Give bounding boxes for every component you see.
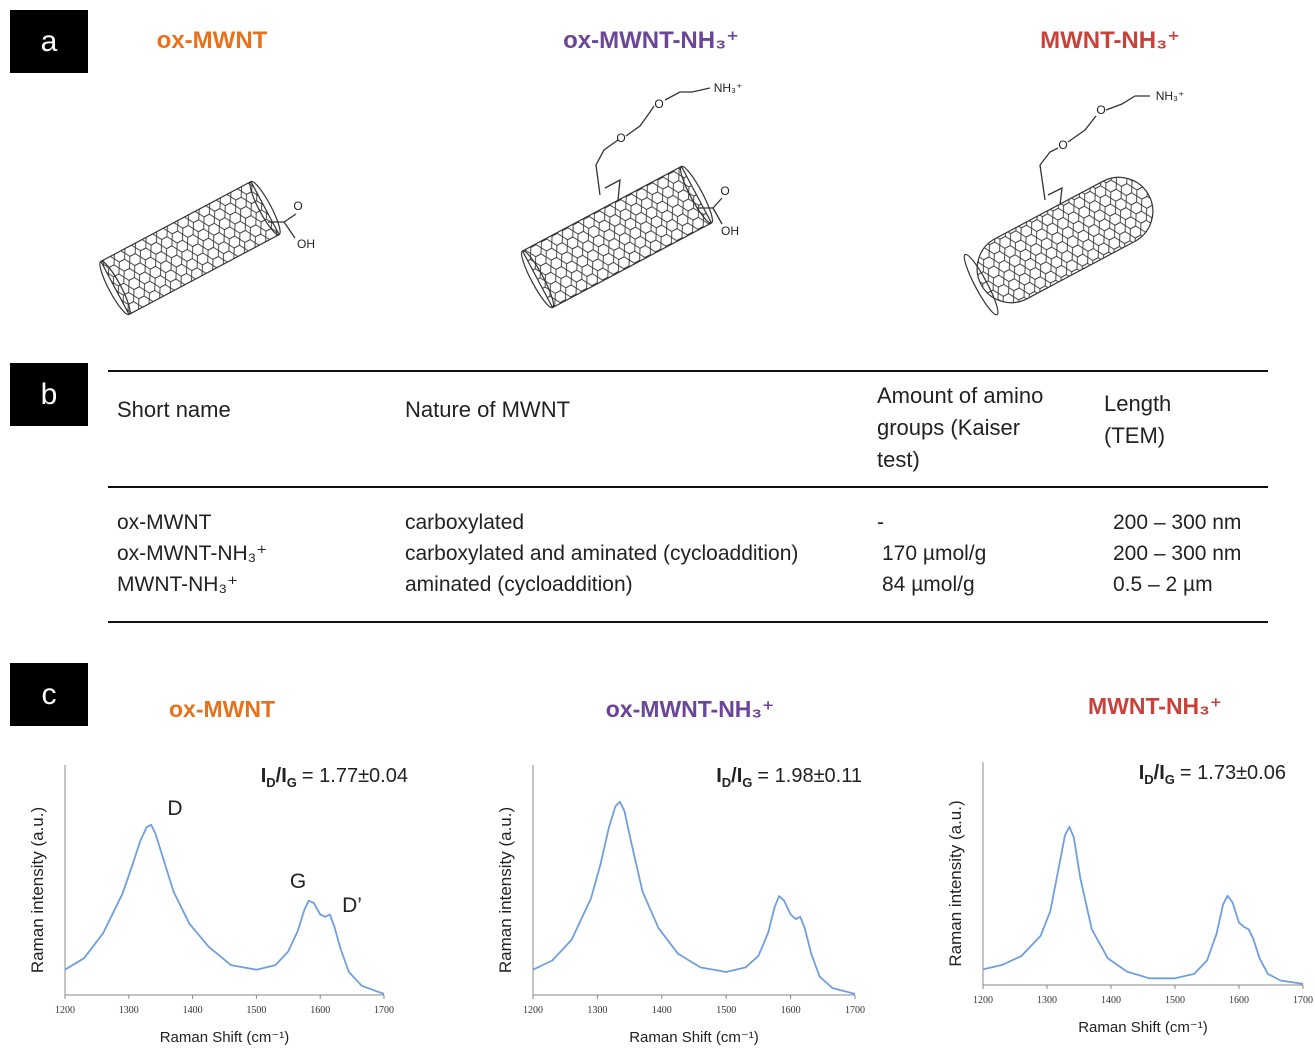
x-axis-label: Raman Shift (cm⁻¹) xyxy=(160,1029,290,1046)
x-tick-label: 1700 xyxy=(374,1005,394,1016)
nanotube-body xyxy=(965,165,1165,314)
panel-label: c xyxy=(42,678,57,711)
x-axis-label: Raman Shift (cm⁻¹) xyxy=(629,1029,759,1046)
table-cell: ox-MWNT xyxy=(117,508,211,538)
table-rule xyxy=(108,486,1268,488)
bond xyxy=(626,106,654,136)
x-tick-label: 1300 xyxy=(119,1005,139,1016)
x-tick-label: 1400 xyxy=(652,1005,672,1016)
table-cell: - xyxy=(877,508,884,538)
peak-label: D xyxy=(167,797,182,820)
table-cell: 0.5 – 2 µm xyxy=(1113,570,1213,600)
ratio-part: G xyxy=(742,775,752,790)
x-tick-label: 1700 xyxy=(1293,995,1313,1006)
spectrum-line xyxy=(533,802,855,994)
x-tick-label: 1500 xyxy=(716,1005,736,1016)
nanotube-body xyxy=(101,182,279,315)
x-tick-label: 1600 xyxy=(310,1005,330,1016)
chart-title: ox-MWNT xyxy=(169,696,275,722)
bond xyxy=(713,208,722,224)
x-tick-label: 1200 xyxy=(973,995,993,1006)
ratio-part: G xyxy=(287,775,297,790)
table-header: Amount of amino groups (Kaiser test) xyxy=(877,380,1047,476)
ratio-annotation: ID/IG= 1.77±0.04 xyxy=(261,765,408,790)
bond xyxy=(284,222,295,238)
structure-title: ox-MWNT-NH₃⁺ xyxy=(563,27,739,54)
figure: abcox-MWNTox-MWNT-NH₃⁺MWNT-NH₃⁺OOHOONH₃⁺… xyxy=(0,0,1315,1050)
table-cell: ox-MWNT-NH₃⁺ xyxy=(117,539,267,569)
y-axis-label: Raman intensity (a.u.) xyxy=(496,807,515,973)
table-cell: carboxylated xyxy=(405,508,524,538)
atom-label: O xyxy=(654,97,663,111)
nanotube-body xyxy=(523,166,712,307)
chart-title: ox-MWNT-NH₃⁺ xyxy=(606,696,774,722)
table-cell: MWNT-NH₃⁺ xyxy=(117,570,238,600)
ratio-annotation: ID/IG= 1.73±0.06 xyxy=(1139,762,1286,787)
x-tick-label: 1600 xyxy=(1229,995,1249,1006)
atom-label: O xyxy=(616,131,625,145)
atom-label: OH xyxy=(721,224,739,238)
bond xyxy=(1068,116,1096,142)
peak-label: D’ xyxy=(342,894,362,917)
table-cell: 170 µmol/g xyxy=(882,539,986,569)
table-cell: 84 µmol/g xyxy=(882,570,975,600)
y-axis-label: Raman intensity (a.u.) xyxy=(28,807,47,973)
atom-label: O xyxy=(720,184,729,198)
ratio-part: G xyxy=(1165,772,1175,787)
table-cell: aminated (cycloaddition) xyxy=(405,570,633,600)
x-tick-label: 1500 xyxy=(1165,995,1185,1006)
x-tick-label: 1700 xyxy=(845,1005,865,1016)
ratio-part: = 1.77±0.04 xyxy=(302,765,408,787)
nanotube xyxy=(517,164,717,311)
x-tick-label: 1400 xyxy=(1101,995,1121,1006)
atom-label: O xyxy=(293,199,302,213)
x-tick-label: 1500 xyxy=(246,1005,266,1016)
x-tick-label: 1300 xyxy=(1037,995,1057,1006)
peak-label: G xyxy=(290,870,306,893)
ratio-part: /I xyxy=(731,765,742,787)
table-header: Nature of MWNT xyxy=(405,394,570,426)
bond xyxy=(1048,188,1062,205)
y-axis-label: Raman intensity (a.u.) xyxy=(946,800,965,966)
table-rule xyxy=(108,621,1268,623)
panel-label: a xyxy=(41,25,58,58)
atom-label: NH₃⁺ xyxy=(714,81,743,95)
table-header: Short name xyxy=(117,394,231,426)
spectrum-line xyxy=(983,827,1303,984)
atom-label: NH₃⁺ xyxy=(1156,89,1185,103)
atom-label: O xyxy=(1096,103,1105,117)
ratio-part: D xyxy=(722,775,731,790)
nanotube xyxy=(96,179,285,317)
table-cell: 200 – 300 nm xyxy=(1113,508,1241,538)
atom-label: O xyxy=(1058,138,1067,152)
x-tick-label: 1600 xyxy=(781,1005,801,1016)
atom-label: OH xyxy=(297,237,315,251)
x-tick-label: 1400 xyxy=(183,1005,203,1016)
spectrum-line xyxy=(65,825,384,994)
table-cell: carboxylated and aminated (cycloaddition… xyxy=(405,539,798,569)
chart-title: MWNT-NH₃⁺ xyxy=(1088,693,1222,719)
structure-title: ox-MWNT xyxy=(157,27,268,54)
table-cell: 200 – 300 nm xyxy=(1113,539,1241,569)
structure-title: MWNT-NH₃⁺ xyxy=(1040,27,1180,54)
ratio-part: /I xyxy=(276,765,287,787)
x-tick-label: 1200 xyxy=(55,1005,75,1016)
x-tick-label: 1300 xyxy=(587,1005,607,1016)
bond xyxy=(665,88,710,100)
ratio-part: D xyxy=(266,775,275,790)
bond xyxy=(1040,148,1058,200)
panel-label: b xyxy=(41,378,58,411)
ratio-part: = 1.73±0.06 xyxy=(1180,762,1286,784)
x-tick-label: 1200 xyxy=(523,1005,543,1016)
bond xyxy=(605,180,620,200)
ratio-part: = 1.98±0.11 xyxy=(757,765,862,787)
bond xyxy=(1106,96,1150,110)
x-axis-label: Raman Shift (cm⁻¹) xyxy=(1078,1019,1208,1036)
table-rule xyxy=(108,370,1268,372)
ratio-annotation: ID/IG= 1.98±0.11 xyxy=(716,765,862,790)
ratio-part: /I xyxy=(1154,762,1165,784)
ratio-part: D xyxy=(1144,772,1153,787)
table-header: Length (TEM) xyxy=(1104,388,1194,452)
